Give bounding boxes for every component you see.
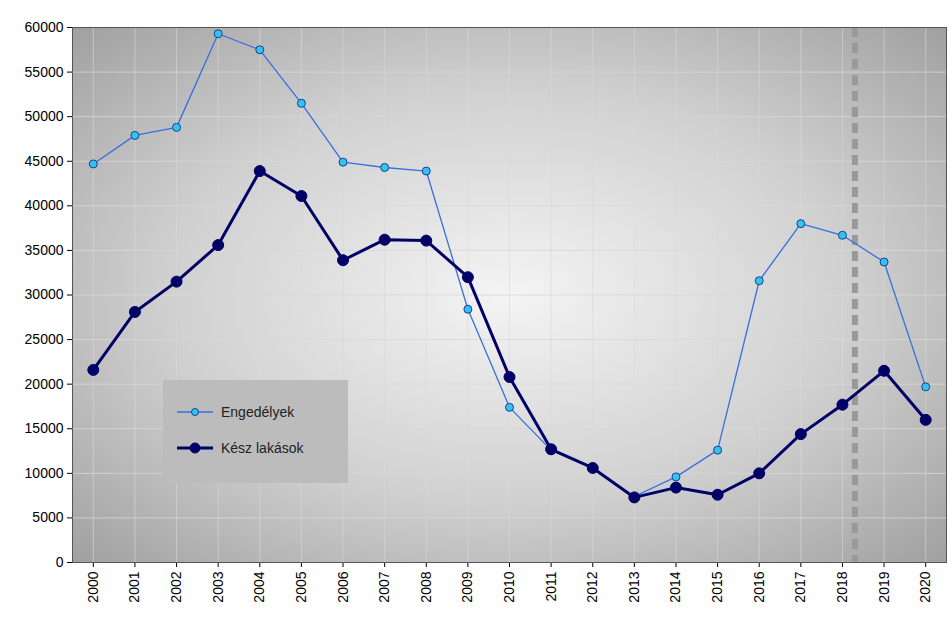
svg-text:2017: 2017 [792,571,808,602]
svg-text:2012: 2012 [584,571,600,602]
svg-text:2006: 2006 [335,571,351,602]
html-text:Engedélyek: Engedélyek [221,404,295,420]
svg-text:2020: 2020 [917,571,933,602]
svg-text:30000: 30000 [25,286,64,302]
svg-text:2018: 2018 [834,571,850,602]
svg-text:2015: 2015 [709,571,725,602]
svg-text:45000: 45000 [25,153,64,169]
svg-text:2004: 2004 [251,571,267,602]
svg-text:2000: 2000 [85,571,101,602]
svg-text:50000: 50000 [25,108,64,124]
svg-text:2008: 2008 [418,571,434,602]
svg-text:2014: 2014 [667,571,683,602]
svg-text:35000: 35000 [25,242,64,258]
svg-text:0: 0 [56,554,64,570]
svg-text:2009: 2009 [459,571,475,602]
svg-text:2001: 2001 [126,571,142,602]
svg-text:2002: 2002 [168,571,184,602]
svg-text:2016: 2016 [751,571,767,602]
html-text:Kész lakások: Kész lakások [221,440,304,456]
svg-text:60000: 60000 [25,19,64,35]
svg-text:5000: 5000 [32,509,63,525]
svg-text:2005: 2005 [293,571,309,602]
svg-text:2010: 2010 [501,571,517,602]
svg-text:55000: 55000 [25,64,64,80]
svg-text:40000: 40000 [25,197,64,213]
svg-text:2011: 2011 [543,571,559,601]
svg-text:2019: 2019 [876,571,892,602]
svg-text:25000: 25000 [25,331,64,347]
svg-text:2007: 2007 [376,571,392,602]
svg-text:2003: 2003 [210,571,226,602]
svg-text:15000: 15000 [25,420,64,436]
svg-text:2013: 2013 [626,571,642,602]
svg-text:10000: 10000 [25,465,64,481]
svg-text:20000: 20000 [25,376,64,392]
